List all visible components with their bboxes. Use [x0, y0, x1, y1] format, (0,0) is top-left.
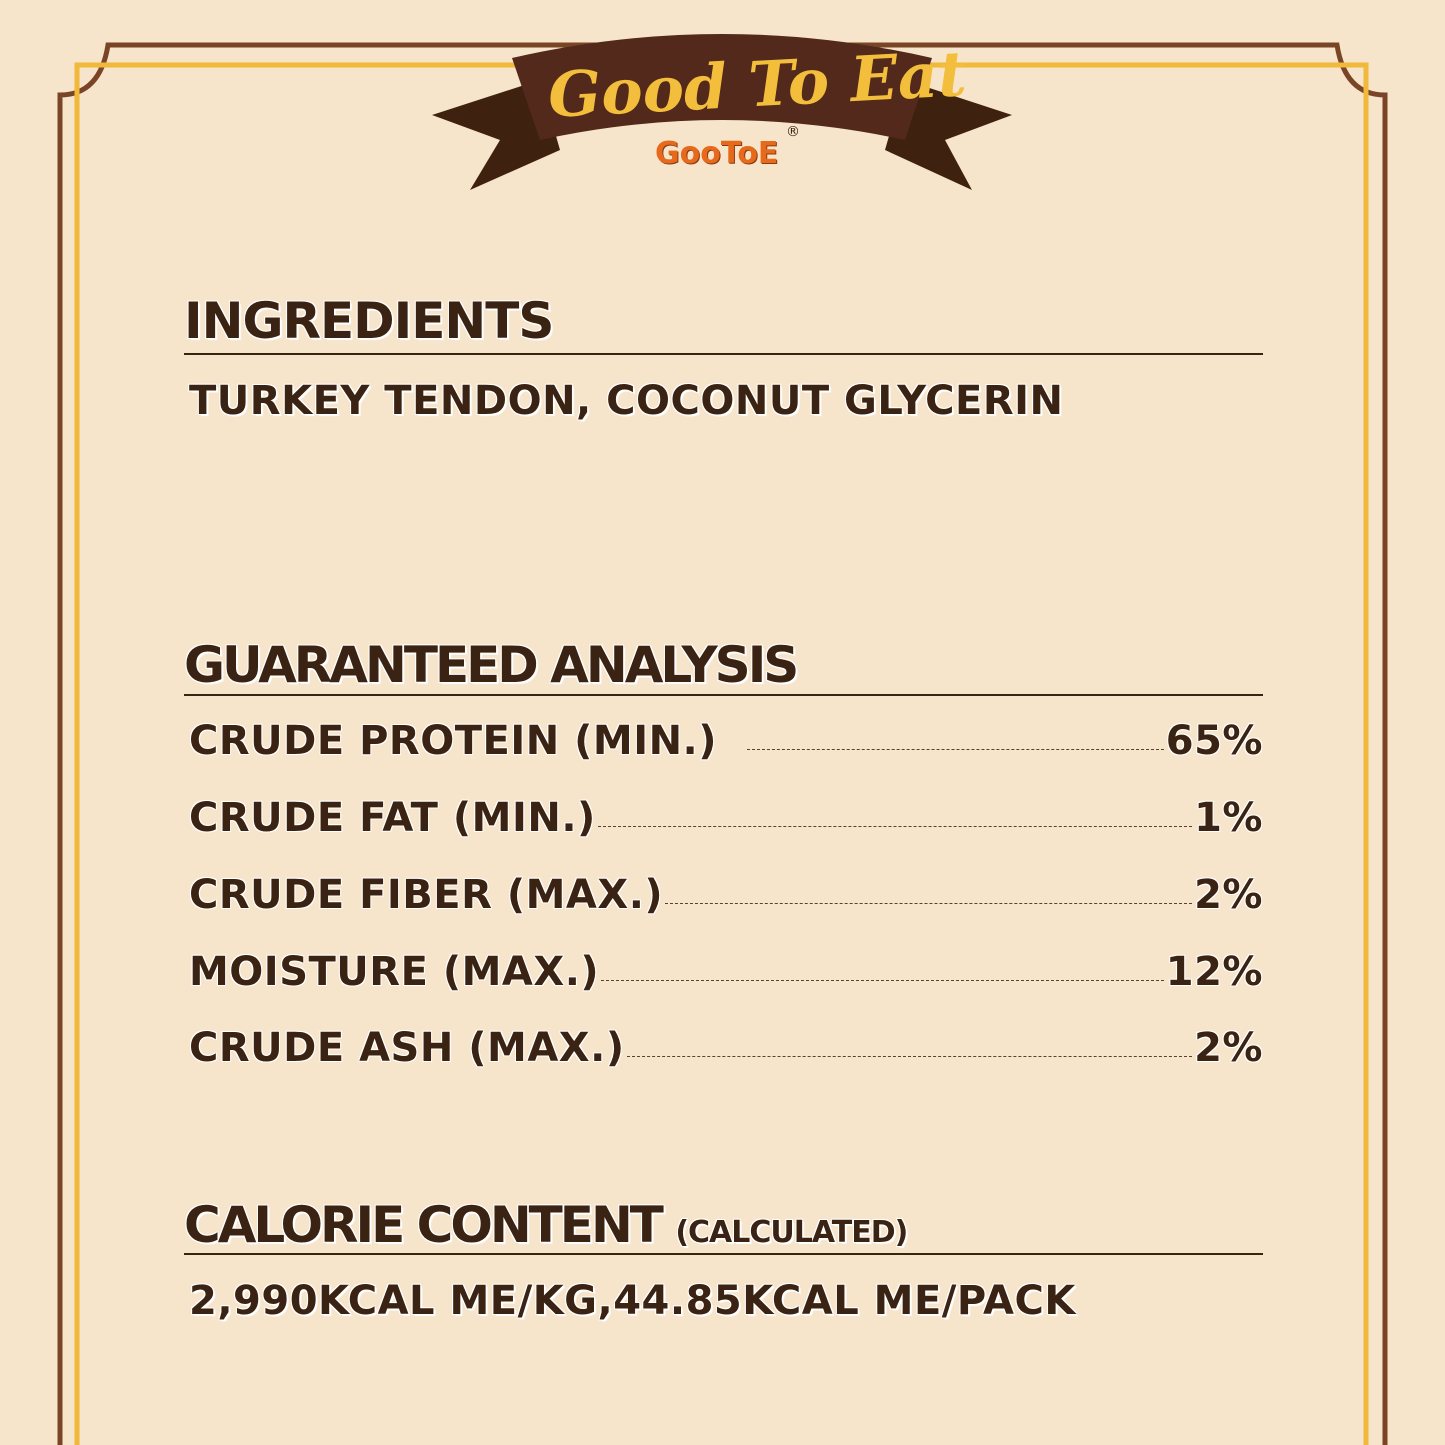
- dot-leader: [747, 749, 1164, 750]
- row-label: CRUDE PROTEIN (MIN.): [189, 718, 718, 764]
- ingredients-text: TURKEY TENDON, COCONUT GLYCERIN: [189, 378, 1064, 424]
- analysis-row: CRUDE FAT (MIN.) 1%: [189, 795, 1263, 841]
- row-value: 2%: [1194, 872, 1263, 918]
- divider: [184, 353, 1263, 355]
- row-label: CRUDE FIBER (MAX.): [189, 872, 664, 918]
- analysis-row: CRUDE PROTEIN (MIN.) 65%: [189, 718, 1263, 764]
- analysis-row: CRUDE ASH (MAX.) 2%: [189, 1025, 1263, 1071]
- analysis-row: MOISTURE (MAX.) 12%: [189, 949, 1263, 995]
- dot-leader: [601, 980, 1164, 981]
- ingredients-heading: INGREDIENTS: [184, 292, 554, 350]
- dot-leader: [597, 826, 1193, 827]
- dot-leader: [665, 903, 1193, 904]
- row-label: MOISTURE (MAX.): [189, 949, 600, 995]
- calorie-qualifier: (CALCULATED): [675, 1215, 908, 1250]
- row-value: 65%: [1165, 718, 1263, 764]
- analysis-row: CRUDE FIBER (MAX.) 2%: [189, 872, 1263, 918]
- row-value: 12%: [1165, 949, 1263, 995]
- brand-logo: GooToE: [655, 136, 779, 171]
- row-label: CRUDE ASH (MAX.): [189, 1025, 625, 1071]
- registered-mark: ®: [786, 124, 800, 140]
- row-value: 2%: [1194, 1025, 1263, 1071]
- analysis-heading: GUARANTEED ANALYSIS: [184, 636, 799, 694]
- ribbon-banner: [432, 34, 1012, 190]
- calorie-text: 2,990KCAL ME/KG,44.85KCAL ME/PACK: [189, 1278, 1076, 1324]
- dot-leader: [626, 1056, 1193, 1057]
- divider: [184, 694, 1263, 696]
- row-value: 1%: [1194, 795, 1263, 841]
- row-label: CRUDE FAT (MIN.): [189, 795, 596, 841]
- calorie-heading-text: CALORIE CONTENT: [184, 1196, 664, 1254]
- divider: [184, 1253, 1263, 1255]
- calorie-heading: CALORIE CONTENT (CALCULATED): [184, 1196, 908, 1254]
